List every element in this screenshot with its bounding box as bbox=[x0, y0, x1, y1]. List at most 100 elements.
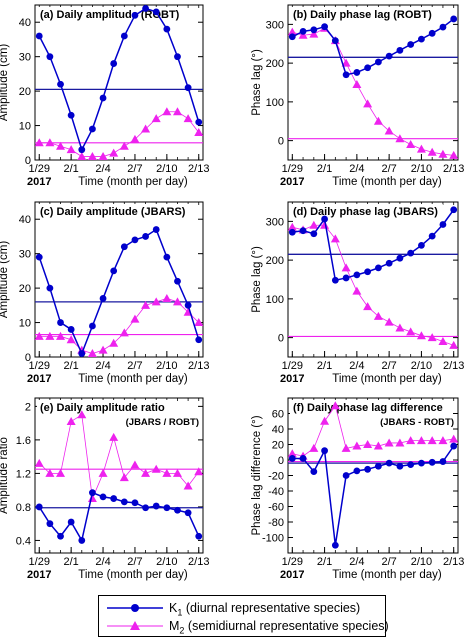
y-tick-label: 200 bbox=[266, 58, 284, 70]
k1-point bbox=[418, 242, 425, 249]
y-tick-label: 100 bbox=[266, 294, 284, 306]
y-tick-label: 20 bbox=[19, 86, 31, 98]
m2-series-line bbox=[39, 111, 200, 157]
m2-point bbox=[395, 134, 405, 143]
y-tick-label: 300 bbox=[266, 216, 284, 228]
k1-point bbox=[353, 69, 361, 76]
m2-series-line bbox=[38, 414, 200, 501]
x-axis-label: Time (month per day) bbox=[78, 176, 188, 188]
legend-k1-subscript: 1 bbox=[177, 607, 183, 618]
year-label: 2017 bbox=[280, 569, 304, 581]
x-tick-label: 2/7 bbox=[127, 556, 142, 568]
m2-point bbox=[449, 150, 459, 159]
y-tick-label: -20 bbox=[268, 471, 284, 483]
k1-point bbox=[131, 11, 139, 19]
k1-point bbox=[288, 455, 296, 462]
panel-annotation: (JBARS / ROBT) bbox=[126, 417, 199, 428]
m2-point bbox=[309, 220, 319, 229]
m2-point bbox=[287, 27, 297, 36]
k1-point bbox=[428, 458, 436, 466]
m2-point bbox=[395, 323, 405, 332]
m2-series-line bbox=[292, 27, 454, 156]
m2-point bbox=[194, 127, 204, 136]
x-tick-label: 1/29 bbox=[29, 556, 50, 568]
legend-k1-label: K1 (diurnal representative species) bbox=[169, 599, 360, 622]
legend-k1-text: (diurnal representative species) bbox=[182, 601, 361, 615]
k1-point bbox=[78, 146, 86, 154]
panel-title: (a) Daily amplitude (ROBT) bbox=[40, 9, 180, 21]
m2-point bbox=[395, 438, 405, 447]
k1-point bbox=[342, 274, 350, 282]
k1-point bbox=[407, 249, 415, 257]
m2-point bbox=[34, 458, 44, 467]
m2-point bbox=[183, 481, 193, 490]
panel-f: -100 -80 -60 -40 -20 0 20 40 60 1/29 2/1 2/4 2/7 2/10… bbox=[251, 397, 464, 581]
y-tick-label: 30 bbox=[19, 52, 31, 64]
m2-point bbox=[45, 331, 55, 340]
k1-series-line bbox=[292, 445, 455, 546]
k1-point bbox=[99, 295, 107, 302]
k1-point bbox=[184, 84, 192, 92]
k1-point bbox=[78, 350, 86, 357]
m2-point bbox=[320, 416, 330, 425]
k1-point bbox=[110, 267, 118, 275]
panel-title: (c) Daily amplitude (JBARS) bbox=[40, 206, 186, 218]
k1-point bbox=[89, 322, 96, 330]
m2-point bbox=[427, 147, 437, 156]
y-axis-label: Amplitude ratio bbox=[0, 437, 10, 514]
k1-point bbox=[439, 23, 447, 31]
legend-item-k1: K1 (diurnal representative species) bbox=[105, 599, 383, 618]
year-label: 2017 bbox=[280, 373, 304, 385]
m2-point bbox=[287, 449, 297, 458]
k1-point bbox=[353, 467, 361, 475]
m2-point bbox=[309, 443, 319, 452]
m2-point bbox=[363, 440, 373, 448]
x-tick-label: 2/10 bbox=[411, 163, 432, 175]
m2-point bbox=[66, 416, 76, 425]
year-label: 2017 bbox=[280, 176, 304, 188]
m2-point bbox=[384, 438, 394, 447]
k1-point bbox=[163, 253, 171, 261]
y-tick-label: 20 bbox=[19, 283, 31, 295]
k1-point bbox=[364, 465, 372, 473]
k1-point bbox=[321, 447, 328, 455]
year-label: 2017 bbox=[27, 176, 51, 188]
m2-point bbox=[141, 300, 151, 309]
y-axis-label: Phase lag (°) bbox=[251, 246, 263, 313]
legend-k1-line-marker bbox=[107, 604, 163, 612]
y-axis-label: Phase lag difference (°) bbox=[251, 415, 263, 535]
y-tick-label: -100 bbox=[262, 533, 284, 545]
x-tick-label: 2/10 bbox=[411, 360, 432, 372]
k1-series-line bbox=[38, 228, 200, 356]
x-tick-label: 2/13 bbox=[188, 556, 209, 568]
x-tick-label: 2/7 bbox=[381, 556, 396, 568]
m2-point bbox=[98, 345, 108, 354]
m2-point bbox=[438, 436, 448, 445]
k1-point bbox=[110, 60, 118, 67]
m2-point bbox=[352, 286, 362, 295]
k1-series-line bbox=[292, 209, 455, 282]
panel-title: (f) Daily phase lag difference bbox=[293, 402, 443, 414]
k1-point bbox=[142, 5, 149, 12]
k1-point bbox=[110, 495, 118, 502]
k1-point bbox=[195, 532, 203, 540]
y-tick-label: 30 bbox=[19, 249, 31, 261]
panel-title: (d) Daily phase lag (JBARS) bbox=[293, 206, 438, 218]
x-tick-label: 2/7 bbox=[127, 163, 142, 175]
k1-point bbox=[89, 125, 96, 133]
m2-point bbox=[151, 114, 161, 123]
m2-point bbox=[330, 234, 340, 243]
k1-point bbox=[46, 284, 54, 292]
m2-point bbox=[449, 434, 459, 443]
panel-a-frame bbox=[34, 4, 204, 161]
x-tick-label: 2/4 bbox=[95, 360, 110, 372]
panel-d-frame bbox=[287, 201, 459, 358]
x-tick-label: 2/10 bbox=[156, 556, 177, 568]
k1-series-line bbox=[38, 7, 200, 152]
x-tick-label: 2/13 bbox=[443, 163, 464, 175]
k1-point bbox=[67, 518, 75, 526]
panel-b-frame bbox=[287, 4, 459, 161]
x-tick-label: 1/29 bbox=[282, 556, 303, 568]
k1-series-line bbox=[38, 491, 200, 543]
